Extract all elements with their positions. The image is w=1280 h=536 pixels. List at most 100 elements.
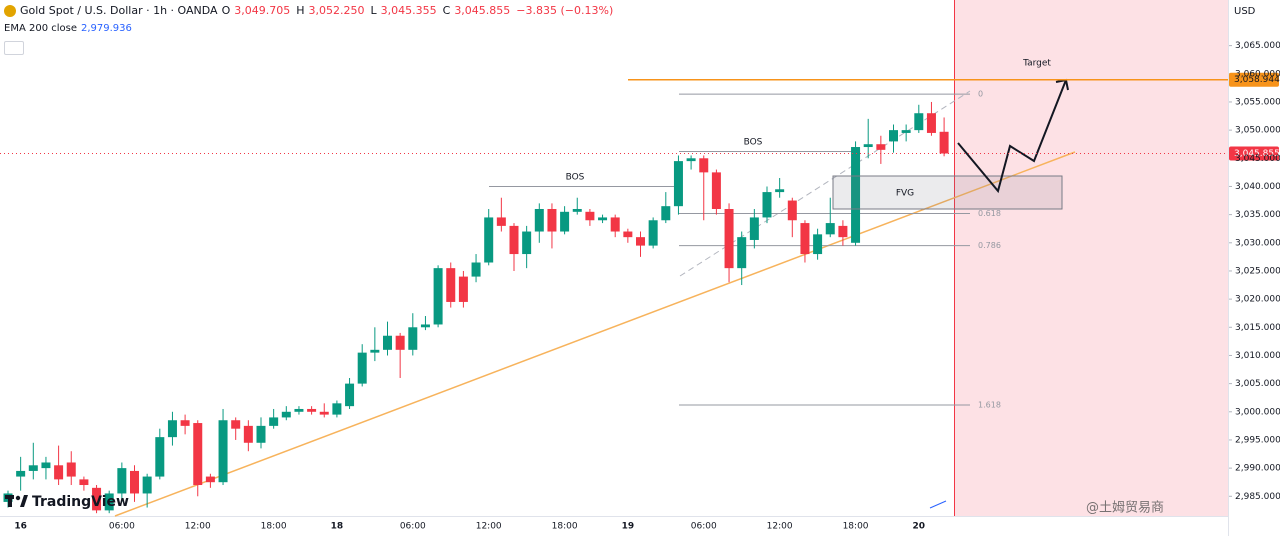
candle-body: [269, 417, 279, 426]
candle-body: [496, 217, 506, 226]
candle-body: [345, 383, 355, 407]
candle-body: [446, 268, 456, 302]
candle-body: [749, 217, 759, 240]
candle-body: [395, 335, 405, 350]
candle-body: [825, 223, 835, 235]
candle-body: [851, 147, 861, 243]
x-tick-label: 06:00: [691, 522, 717, 532]
candle-body: [547, 208, 557, 232]
candle-body: [737, 237, 747, 269]
candle-body: [193, 423, 203, 486]
y-tick-label: 3,050.000: [1235, 126, 1280, 136]
candle-body: [484, 217, 494, 263]
y-tick-label: 3,065.000: [1235, 41, 1280, 51]
fvg-box: [832, 175, 1063, 210]
ohlc-value: 3,052.250: [308, 4, 365, 17]
y-tick-label: 3,060.000: [1235, 69, 1280, 79]
candle-body: [370, 349, 380, 353]
candle-body: [534, 208, 544, 232]
candle-body: [16, 470, 26, 477]
fib-trend: [679, 90, 971, 277]
indicator-row: EMA 200 close 2,979.936: [4, 23, 132, 34]
y-tick-label: 3,035.000: [1235, 210, 1280, 220]
candle-body: [661, 206, 671, 221]
x-tick-label: 16: [14, 522, 27, 532]
x-tick-label: 18: [331, 522, 344, 532]
ohlc-key: H: [296, 4, 305, 17]
logo: [5, 495, 28, 507]
candle-body: [762, 192, 772, 218]
credit: @土姆贸易商: [1086, 501, 1164, 516]
target-price-label: 3,058.944: [1234, 75, 1280, 85]
x-tick-label: 12:00: [767, 522, 793, 532]
candle-body: [142, 476, 152, 494]
x-tick-label: 18:00: [261, 522, 287, 532]
ohlc-value: 3,049.705: [234, 4, 291, 17]
candle-body: [572, 208, 582, 212]
candle-body: [307, 408, 317, 412]
ohlc-key: L: [370, 4, 377, 17]
candle-body: [256, 425, 266, 443]
watermark: TradingView: [32, 494, 129, 510]
candle-body: [433, 268, 443, 325]
ohlc-key: O: [221, 4, 231, 17]
x-tick-label: 19: [622, 522, 635, 532]
candle-body: [79, 479, 89, 486]
y-tick-label: 3,040.000: [1235, 182, 1280, 192]
candle-body: [560, 211, 570, 232]
y-tick-label: 3,000.000: [1235, 407, 1280, 417]
candle-body: [180, 420, 190, 426]
y-tick-label: 3,020.000: [1235, 295, 1280, 305]
candle-body: [648, 220, 658, 246]
y-tick-label: 2,990.000: [1235, 464, 1280, 474]
candle-body: [699, 158, 709, 173]
ohlc-value: 3,045.855: [454, 4, 511, 17]
candle-body: [357, 352, 367, 384]
fib-label: 0.786: [978, 241, 1001, 250]
candle-body: [585, 211, 595, 221]
ohlc-key: C: [442, 4, 451, 17]
candle-body: [838, 225, 848, 238]
candle-body: [281, 411, 291, 418]
indicator: EMA 200 close: [4, 23, 77, 34]
y-tick-label: 3,010.000: [1235, 351, 1280, 361]
candle-body: [598, 217, 608, 221]
bos-label: BOS: [744, 138, 763, 148]
candle-body: [901, 130, 911, 133]
y-tick-label: 3,045.000: [1235, 154, 1280, 164]
candle-body: [926, 113, 936, 133]
candle-body: [54, 465, 64, 480]
y-tick-label: 3,055.000: [1235, 97, 1280, 107]
candle-body: [522, 231, 532, 255]
candle-body: [104, 493, 114, 511]
x-tick-label: 06:00: [400, 522, 426, 532]
candle-body: [686, 158, 696, 162]
last-price-label: 3,045.855: [1234, 149, 1280, 159]
collapse-button[interactable]: [4, 41, 24, 55]
target-price-tag: [1229, 72, 1279, 87]
candle-body: [155, 437, 165, 477]
candle-body: [420, 324, 430, 328]
candle-body: [914, 113, 924, 131]
x-tick-label: 18:00: [843, 522, 869, 532]
candle-body: [319, 411, 329, 415]
x-tick-label: 06:00: [109, 522, 135, 532]
candle-body: [471, 262, 481, 277]
candle-body: [92, 487, 102, 511]
candle-body: [673, 161, 683, 207]
indicator-value: 2,979.936: [81, 23, 132, 34]
candle-body: [610, 217, 620, 232]
candle-body: [711, 172, 721, 209]
fvg-label: FVG: [896, 189, 914, 199]
bos-label: BOS: [566, 173, 585, 183]
candle-body: [636, 237, 645, 246]
y-tick-label: 3,030.000: [1235, 238, 1280, 248]
candle-body: [939, 131, 949, 154]
candle-body: [117, 468, 127, 494]
candle-body: [243, 425, 253, 443]
candle-body: [813, 234, 823, 255]
candle-body: [408, 327, 418, 350]
x-tick-label: 20: [913, 522, 926, 532]
candle-body: [863, 144, 873, 148]
